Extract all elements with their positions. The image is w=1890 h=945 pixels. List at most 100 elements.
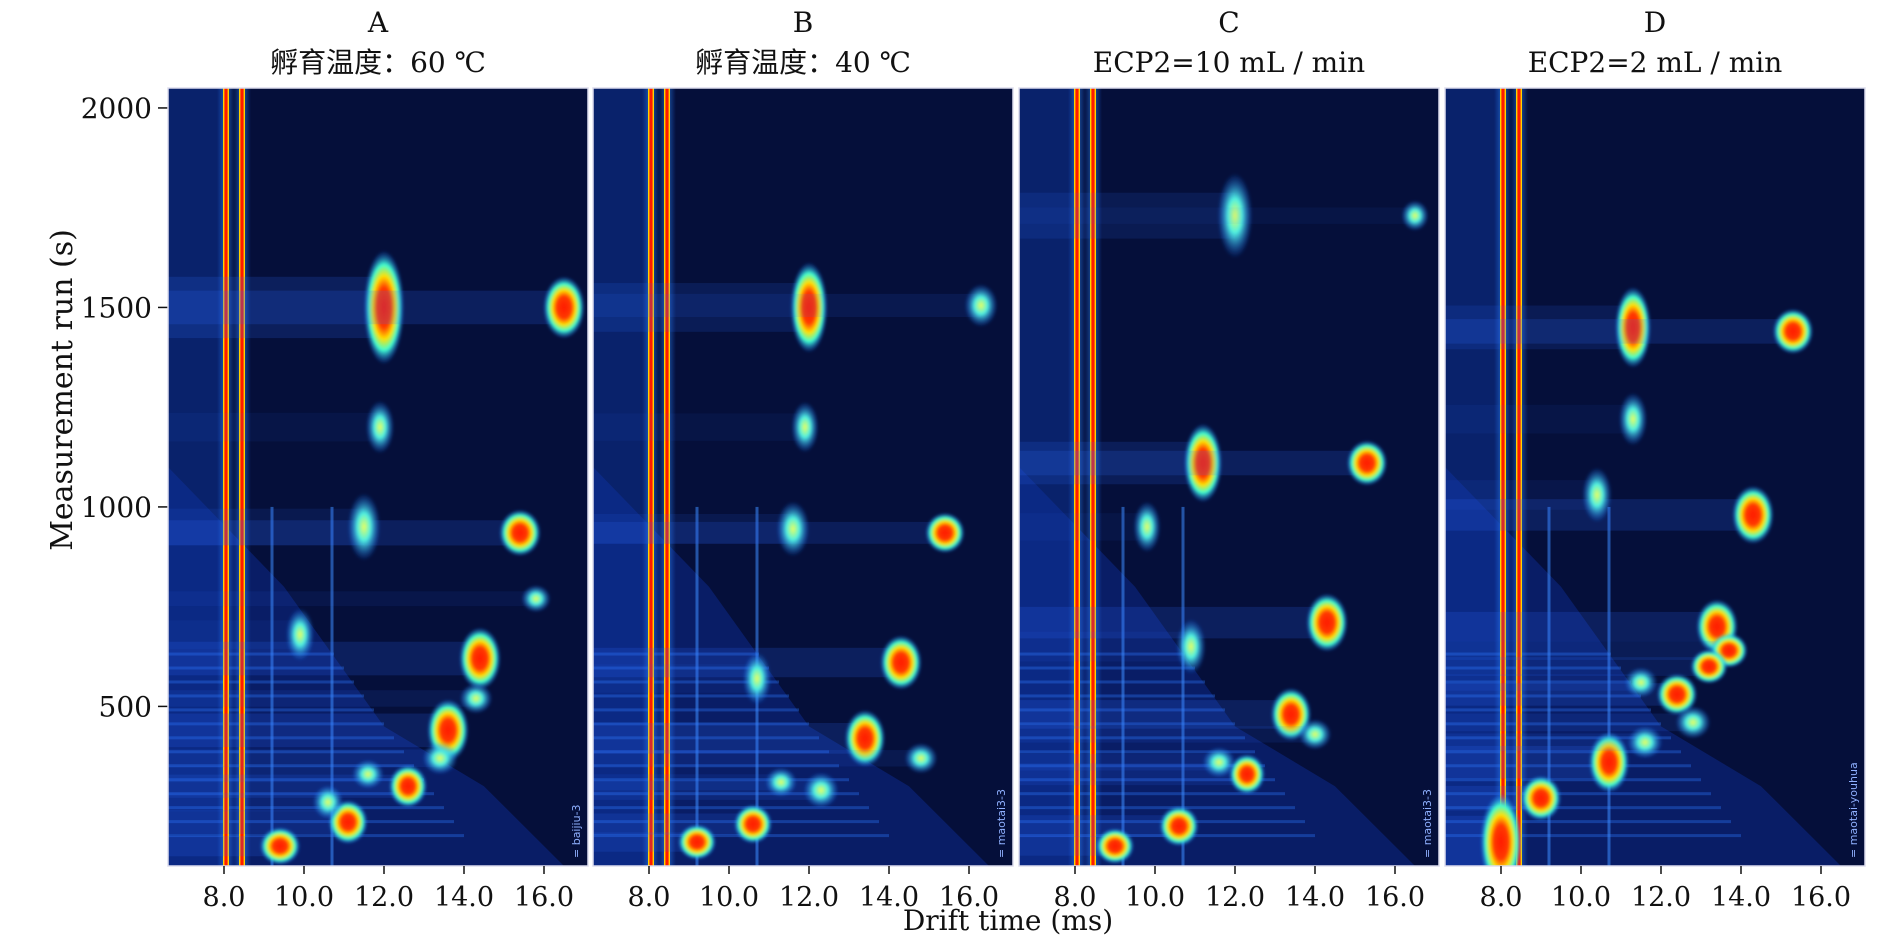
peak-tail — [1445, 641, 1729, 660]
peak-tail — [168, 412, 380, 442]
peak-spot — [1306, 593, 1348, 652]
peak-tail — [168, 766, 368, 783]
peak-spot — [1588, 731, 1630, 793]
secondary-line — [1607, 506, 1611, 866]
x-tick-label: 16.0 — [514, 882, 574, 913]
peak-tail — [1019, 513, 1147, 541]
panel-title: ECP2=10 mL / min — [1093, 46, 1365, 79]
peak-tail — [168, 713, 448, 748]
panel-frame — [167, 87, 589, 867]
background-band — [168, 467, 564, 866]
peak-tail — [593, 283, 809, 332]
panel-watermark: = maotai3-3 — [1421, 789, 1434, 858]
peak-tail — [168, 810, 348, 835]
y-tick-label: 1000 — [81, 491, 152, 524]
peak-spot — [1690, 649, 1728, 684]
peak-tail — [168, 749, 440, 768]
peak-spot — [1228, 753, 1266, 795]
streak — [1445, 820, 1731, 824]
peak-tail — [1445, 745, 1609, 779]
panel-letter: D — [1644, 6, 1666, 39]
streak — [1019, 666, 1195, 670]
peak-tail — [1445, 480, 1597, 510]
streak — [1019, 736, 1245, 740]
background-band — [1019, 467, 1415, 866]
secondary-line — [1181, 506, 1185, 866]
x-tick-label: 14.0 — [434, 882, 494, 913]
peak-tail — [1019, 815, 1179, 838]
panel-b: B 孵育温度：40 ℃ = maotai3-3 8.0 10.0 12.0 14.0 16.0 — [592, 6, 1014, 913]
peak-spot — [677, 824, 717, 861]
streak — [593, 736, 819, 740]
rip-line — [1517, 88, 1521, 866]
peak-spot — [388, 764, 428, 808]
streak — [1019, 764, 1265, 768]
peak-spot — [904, 742, 938, 774]
peak-tail — [1019, 763, 1247, 786]
secondary-line — [695, 506, 699, 866]
peak-tail — [1019, 631, 1191, 662]
x-tick-label: 12.0 — [354, 882, 414, 913]
streak — [1019, 722, 1235, 726]
x-tick-label: 14.0 — [1711, 882, 1771, 913]
peak-tail — [1019, 700, 1291, 729]
peak-tail — [1445, 611, 1717, 642]
rip-line — [224, 88, 228, 866]
peak-tail — [593, 722, 865, 754]
peak-tail — [593, 774, 781, 791]
peak-tail — [593, 750, 921, 767]
peak-spot — [1176, 619, 1206, 675]
peak-tail — [593, 664, 757, 693]
peak-spot — [742, 651, 772, 706]
y-axis-label: Measurement run (s) — [45, 229, 80, 551]
streak — [1445, 736, 1671, 740]
streak — [168, 792, 434, 796]
x-tick-label: 12.0 — [779, 882, 839, 913]
secondary-line — [1121, 506, 1125, 866]
peak-spot — [1480, 793, 1522, 866]
x-tick-label: 16.0 — [1365, 882, 1425, 913]
peak-spot — [1624, 667, 1658, 698]
x-tick-label: 10.0 — [1125, 882, 1185, 913]
streak — [1445, 680, 1631, 684]
peak-tail — [1445, 305, 1633, 350]
peak-tail — [168, 690, 476, 707]
peak-spot — [363, 250, 405, 365]
streak — [593, 792, 859, 796]
streak — [1019, 806, 1295, 810]
peak-spot — [1614, 286, 1652, 368]
streak — [168, 820, 454, 824]
peak-spot — [1627, 725, 1663, 759]
peak-tail — [593, 813, 753, 835]
panel-plot — [1019, 88, 1439, 866]
peak-spot — [1298, 718, 1332, 750]
peak-spot — [844, 709, 886, 767]
x-tick-label: 8.0 — [203, 882, 246, 913]
x-tick-label: 8.0 — [628, 882, 671, 913]
x-tick-label: 10.0 — [1551, 882, 1611, 913]
streak — [1445, 722, 1661, 726]
peak-spot — [733, 804, 773, 844]
rip-line — [1501, 88, 1505, 866]
peak-spot — [1401, 200, 1429, 231]
peak-spot — [776, 501, 810, 557]
panel-plot — [1445, 88, 1865, 866]
rip-line — [240, 88, 244, 866]
streak — [593, 806, 869, 810]
x-tick-label: 14.0 — [859, 882, 919, 913]
panel-watermark: = baijiu-3 — [570, 804, 583, 858]
peak-spot — [765, 767, 797, 798]
streak — [168, 778, 424, 782]
x-tick-label: 10.0 — [274, 882, 334, 913]
streak — [593, 750, 829, 754]
peak-tail — [168, 290, 564, 325]
x-tick-label: 14.0 — [1285, 882, 1345, 913]
peak-tail — [1019, 606, 1327, 639]
peak-tail — [168, 620, 300, 649]
panel-frame — [592, 87, 1014, 867]
streak — [1445, 694, 1641, 698]
peak-spot — [259, 827, 301, 866]
panel-plot — [168, 88, 588, 866]
x-tick-label: 8.0 — [1054, 882, 1097, 913]
panel-letter: A — [367, 6, 389, 39]
